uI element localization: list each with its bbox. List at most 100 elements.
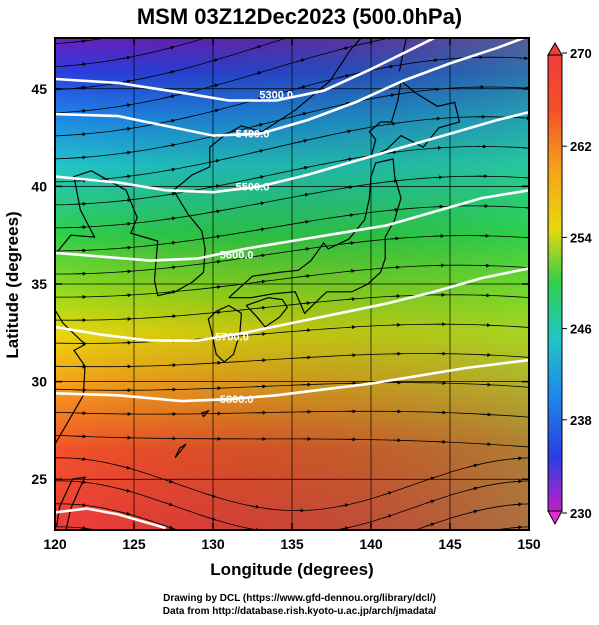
height-contour xyxy=(55,189,529,262)
streamline-arrow xyxy=(389,207,399,212)
streamline-arrow xyxy=(121,103,132,108)
streamline-arrow xyxy=(166,289,177,294)
streamline-arrow xyxy=(76,503,87,508)
streamline-arrow xyxy=(346,325,357,330)
streamline-arrow xyxy=(211,360,222,365)
streamline-arrow xyxy=(341,101,351,106)
streamline-arrow xyxy=(252,45,262,50)
streamline-arrow xyxy=(211,259,222,264)
streamline-arrow xyxy=(342,129,352,134)
streamline-arrow xyxy=(425,499,435,504)
x-tick-label: 135 xyxy=(280,536,304,552)
streamline-arrow xyxy=(121,511,131,516)
streamline-arrow xyxy=(428,58,439,63)
streamline-arrow xyxy=(211,285,222,290)
colorbar-bottom-triangle xyxy=(547,510,563,526)
streamline-arrow xyxy=(76,62,87,67)
streamline-arrow xyxy=(255,227,266,232)
streamline-arrow xyxy=(121,465,131,470)
streamline xyxy=(55,38,207,68)
wind-streamlines xyxy=(55,2,529,554)
streamline-arrow xyxy=(339,503,350,508)
contour-label: 5300.0 xyxy=(259,90,293,102)
streamline-arrow xyxy=(210,209,221,214)
streamline-arrow xyxy=(121,126,132,131)
contour-label: 5600.0 xyxy=(220,250,254,262)
streamline-arrow xyxy=(481,412,492,417)
streamline-arrow xyxy=(121,79,132,84)
streamline-arrow xyxy=(164,502,174,507)
streamline-arrow xyxy=(425,476,435,481)
streamline-arrow xyxy=(252,71,263,76)
streamline-arrow xyxy=(432,145,442,150)
y-tick-label: 45 xyxy=(31,81,47,97)
streamline-arrow xyxy=(522,146,529,151)
streamline-arrow xyxy=(250,504,260,509)
streamline-arrow xyxy=(121,221,132,226)
coastline xyxy=(55,308,87,445)
streamline-arrow xyxy=(210,158,220,163)
streamline-arrow xyxy=(250,552,259,554)
streamline-arrow xyxy=(254,175,265,180)
x-tick-label: 145 xyxy=(438,536,462,552)
coastline xyxy=(245,297,289,328)
streamline-arrow xyxy=(255,253,266,258)
streamline-arrow xyxy=(426,2,435,3)
colorbar-tick-label: 262 xyxy=(570,139,592,154)
streamline-arrow xyxy=(166,314,177,319)
streamline-arrow xyxy=(76,155,87,160)
streamline-arrow xyxy=(211,234,221,239)
colorbar-tick-label: 230 xyxy=(570,506,592,521)
colorbar-tick-label: 270 xyxy=(570,46,592,61)
height-contour xyxy=(55,507,166,530)
grid-layer xyxy=(55,38,529,530)
streamline-arrow xyxy=(523,175,529,180)
streamline-arrow xyxy=(76,85,87,90)
streamline-arrow xyxy=(256,358,267,363)
streamline-arrow xyxy=(340,74,350,78)
streamline-arrow xyxy=(386,121,397,126)
streamline-arrow xyxy=(165,23,174,25)
streamline-arrow xyxy=(121,293,132,298)
x-axis-label: Longitude (degrees) xyxy=(210,560,373,579)
streamline-arrow xyxy=(255,201,265,206)
streamline-arrow xyxy=(208,58,219,63)
contour-label: 5700.0 xyxy=(215,332,249,344)
streamline-arrow xyxy=(211,310,222,315)
y-tick-label: 35 xyxy=(31,276,47,292)
streamline-arrow xyxy=(164,525,174,530)
streamline-arrow xyxy=(76,526,87,530)
streamline-arrow xyxy=(165,45,175,50)
colorbar: 270 262 254 246 238 230 xyxy=(547,42,592,526)
contour-label: 5800.0 xyxy=(220,394,254,406)
streamline xyxy=(55,235,529,275)
streamline-arrow xyxy=(121,150,132,155)
x-tick-label: 130 xyxy=(201,536,225,552)
colorbar-top-triangle xyxy=(547,42,563,56)
streamline-arrow xyxy=(76,132,87,137)
height-contour xyxy=(55,358,529,403)
streamline-arrow xyxy=(425,522,435,527)
coastline xyxy=(174,443,187,459)
streamline-arrow xyxy=(481,382,492,387)
streamline-arrow xyxy=(340,551,349,553)
streamline-arrow xyxy=(512,456,523,461)
streamline-arrow xyxy=(388,179,398,184)
x-tick-label: 140 xyxy=(359,536,383,552)
streamline-arrow xyxy=(76,108,87,113)
y-axis-label: Latitude (degrees) xyxy=(3,211,22,358)
streamline-arrow xyxy=(344,213,355,218)
streamline xyxy=(55,38,288,91)
streamline-arrow xyxy=(164,549,173,552)
streamline-arrow xyxy=(76,457,87,462)
streamline-arrow xyxy=(382,491,393,496)
credit-drawing: Drawing by DCL (https://www.gfd-dennou.o… xyxy=(163,593,436,604)
streamline-arrow xyxy=(468,486,479,491)
streamline-arrow xyxy=(206,493,217,498)
streamline-arrow xyxy=(300,219,310,224)
height-contour xyxy=(55,267,529,342)
streamline-arrow xyxy=(252,20,261,23)
streamline-arrow xyxy=(209,108,220,113)
streamline-arrow xyxy=(166,240,177,245)
streamline-arrow xyxy=(300,247,311,251)
